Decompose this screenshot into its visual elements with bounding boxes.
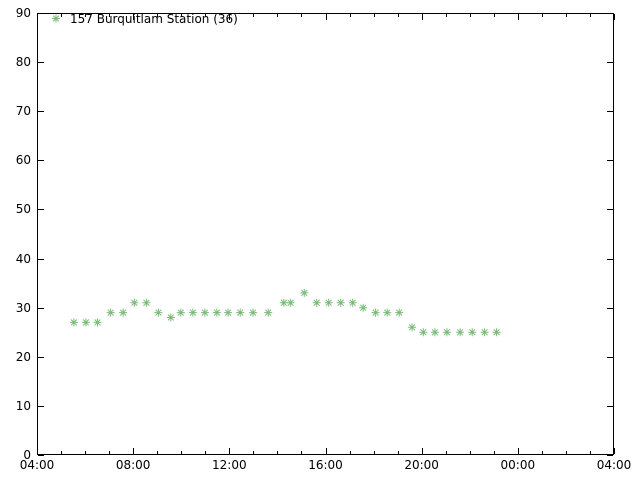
data-point-marker bbox=[224, 308, 233, 317]
data-point-marker bbox=[300, 288, 309, 297]
data-point-marker bbox=[456, 328, 465, 337]
data-point-marker bbox=[69, 318, 78, 327]
data-point-marker bbox=[442, 328, 451, 337]
data-point-marker bbox=[188, 308, 197, 317]
legend-asterisk-glyph bbox=[52, 14, 60, 23]
x-tick-label: 08:00 bbox=[115, 458, 151, 472]
x-tick-label: 20:00 bbox=[404, 458, 439, 472]
data-point-marker bbox=[236, 308, 245, 317]
x-tick-label: 04:00 bbox=[596, 458, 632, 472]
data-point-marker bbox=[279, 298, 288, 307]
data-point-marker bbox=[200, 308, 209, 317]
x-tick-label: 04:00 bbox=[19, 458, 55, 472]
y-tick-label: 70 bbox=[15, 104, 31, 119]
y-tick-label: 80 bbox=[15, 55, 31, 70]
data-point-marker bbox=[312, 298, 321, 307]
data-point-marker bbox=[212, 308, 221, 317]
legend-label: 157 Burquitlam Station (36) bbox=[70, 11, 238, 26]
data-point-marker bbox=[130, 298, 139, 307]
y-tick-label: 20 bbox=[15, 349, 31, 364]
data-point-marker bbox=[336, 298, 345, 307]
legend-asterisk-icon bbox=[52, 14, 60, 23]
x-tick-label: 12:00 bbox=[212, 458, 247, 472]
x-tick-label: 16:00 bbox=[308, 458, 343, 472]
data-point-marker bbox=[142, 298, 151, 307]
y-tick-label: 30 bbox=[15, 300, 31, 315]
legend: 157 Burquitlam Station (36) bbox=[48, 11, 238, 26]
y-tick-label: 50 bbox=[15, 202, 31, 217]
data-point-marker bbox=[348, 298, 357, 307]
data-point-marker bbox=[106, 308, 115, 317]
data-point-marker bbox=[383, 308, 392, 317]
data-point-marker bbox=[119, 308, 128, 317]
data-point-marker bbox=[468, 328, 477, 337]
data-point-marker bbox=[324, 298, 333, 307]
data-point-marker bbox=[395, 308, 404, 317]
data-point-marker bbox=[371, 308, 380, 317]
data-point-marker bbox=[359, 303, 368, 312]
data-point-marker bbox=[249, 308, 257, 317]
data-point-marker bbox=[166, 313, 175, 322]
data-point-marker bbox=[419, 328, 428, 337]
y-tick-label: 90 bbox=[15, 6, 31, 20]
y-tick-label: 40 bbox=[15, 251, 31, 266]
data-point-marker bbox=[93, 318, 102, 327]
y-tick-label: 10 bbox=[15, 398, 31, 413]
data-point-marker bbox=[430, 328, 439, 337]
data-point-marker bbox=[286, 298, 295, 307]
data-point-marker bbox=[176, 308, 185, 317]
x-tick-label: 00:00 bbox=[500, 458, 536, 472]
data-point-marker bbox=[408, 323, 417, 332]
y-tick-label: 60 bbox=[15, 153, 31, 168]
plot-border bbox=[37, 13, 614, 455]
data-point-marker bbox=[264, 308, 273, 317]
data-point-marker bbox=[492, 328, 501, 337]
data-point-marker bbox=[154, 308, 163, 317]
y-tick-label: 0 bbox=[23, 448, 31, 462]
data-point-marker bbox=[480, 328, 489, 337]
data-point-marker bbox=[81, 318, 90, 327]
